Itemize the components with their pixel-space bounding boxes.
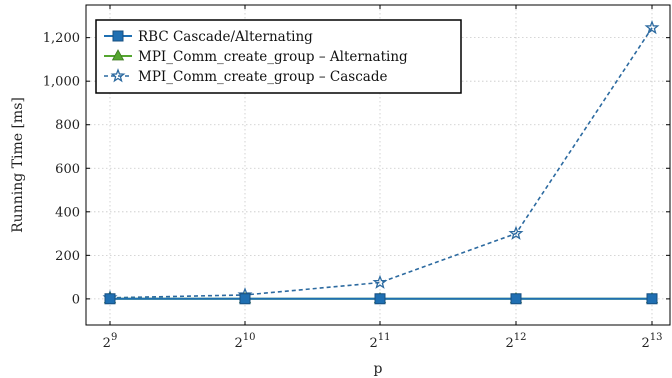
x-tick-label: 29 xyxy=(103,332,118,351)
legend-box xyxy=(95,19,462,94)
series-1-point xyxy=(104,293,116,305)
plot-frame xyxy=(85,4,671,326)
ticks-layer: 29 210 211 212 213 0 200 400 600 800 1,000 1,200 xyxy=(43,5,670,351)
legend-marker-1 xyxy=(112,30,124,42)
x-tick-label: 213 xyxy=(641,332,662,351)
series-layer xyxy=(102,20,660,305)
legend-marker-3 xyxy=(110,68,126,83)
legend: RBC Cascade/Alternating MPI_Comm_create_g… xyxy=(95,19,462,94)
y-axis-title: Running Time [ms] xyxy=(10,97,26,233)
x-axis-title: p xyxy=(374,361,383,377)
legend-label-3: MPI_Comm_create_group – Cascade xyxy=(138,69,387,85)
x-tick-label: 210 xyxy=(234,332,255,351)
series-1-point xyxy=(646,293,658,305)
grid-layer xyxy=(86,5,670,325)
y-tick-label: 800 xyxy=(55,118,80,133)
legend-label-2: MPI_Comm_create_group – Alternating xyxy=(138,49,408,65)
x-tick-label: 211 xyxy=(369,332,390,351)
series-3-point xyxy=(644,20,660,35)
series-3-point xyxy=(508,225,524,240)
y-tick-label: 1,000 xyxy=(43,75,80,90)
series-line-3 xyxy=(109,27,653,299)
y-tick-label: 1,200 xyxy=(43,31,80,46)
legend-marker-2 xyxy=(111,49,125,61)
y-tick-label: 400 xyxy=(55,205,80,220)
series-3-point xyxy=(372,274,388,289)
series-1-point xyxy=(510,293,522,305)
y-tick-label: 0 xyxy=(72,292,80,307)
series-1-point xyxy=(239,293,251,305)
y-tick-label: 200 xyxy=(55,249,80,264)
legend-label-1: RBC Cascade/Alternating xyxy=(138,29,313,45)
x-tick-label: 212 xyxy=(505,332,526,351)
series-1-point xyxy=(374,293,386,305)
y-tick-label: 600 xyxy=(55,162,80,177)
